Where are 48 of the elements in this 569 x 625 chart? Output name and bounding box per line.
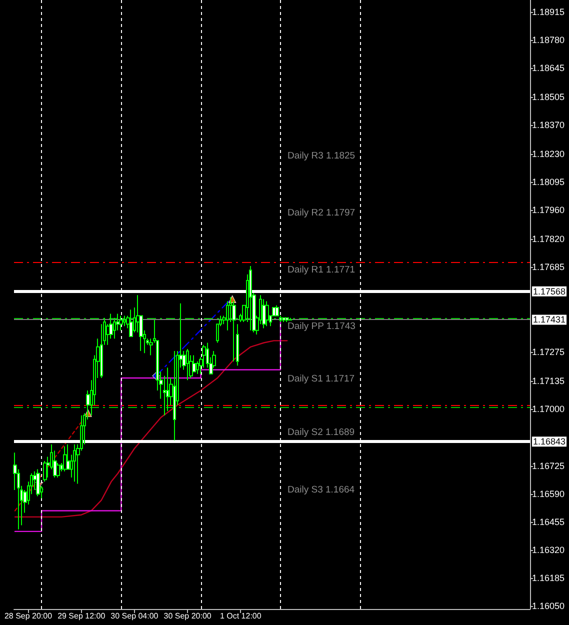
y-tick-label: 1.16050 [532, 601, 565, 612]
candlestick [166, 367, 169, 412]
candlestick [129, 309, 133, 338]
ref-line-label: 1.17568 [533, 286, 566, 296]
y-tick-label: 1.17275 [532, 347, 565, 358]
y-tick-label: 1.16320 [532, 545, 565, 556]
y-tick-label: 1.16185 [532, 573, 565, 584]
candlestick [73, 444, 76, 482]
candlestick [186, 348, 189, 381]
annotation: Daily S2 1.1689 [287, 427, 355, 438]
ref-line-label: 1.16843 [533, 436, 566, 447]
y-tick-label: 1.18095 [532, 177, 565, 188]
y-tick-label: 1.17960 [532, 205, 565, 216]
x-tick-label: 1 Oct 12:00 [220, 612, 262, 620]
annotation: Daily R3 1.1825 [287, 150, 356, 162]
y-tick-label: 1.17820 [532, 234, 565, 244]
candlestick [43, 460, 47, 482]
y-tick-label: 1.18370 [532, 120, 565, 130]
x-tick-label: 28 Sep 20:00 [4, 612, 53, 620]
y-tick-label: 1.18505 [532, 92, 565, 102]
y-tick-label: 1.18645 [532, 63, 565, 74]
y-tick-label: 1.18780 [532, 35, 565, 46]
candlestick [265, 300, 269, 327]
x-tick-label: 29 Sep 12:00 [58, 612, 106, 620]
y-tick-label: 1.17135 [532, 376, 565, 386]
annotation: Daily S1 1.1717 [287, 374, 355, 384]
annotation: Daily S3 1.1664 [287, 484, 355, 496]
y-tick-label: 1.16590 [532, 489, 565, 500]
candlestick [63, 446, 67, 472]
candlestick [236, 324, 239, 366]
y-tick-label: 1.16455 [532, 517, 565, 528]
annotation: Daily R2 1.1797 [287, 208, 356, 218]
annotation: Daily PP 1.1743 [287, 321, 356, 332]
candlestick [113, 317, 116, 340]
candlestick [285, 317, 289, 323]
candlestick [226, 300, 229, 331]
candlestick [119, 315, 123, 331]
candlestick [123, 315, 126, 327]
y-tick-label: 1.17000 [532, 404, 565, 414]
x-tick-label: 30 Sep 20:00 [164, 612, 212, 620]
annotation: Daily R1 1.1771 [287, 264, 356, 276]
ref-line-label: 1.17431 [533, 314, 566, 325]
y-tick-label: 1.16725 [532, 461, 565, 472]
candlestick [289, 317, 292, 320]
y-tick-label: 1.18915 [532, 7, 565, 18]
y-tick-label: 1.17685 [532, 262, 565, 272]
x-tick-label: 30 Sep 04:00 [110, 612, 159, 620]
y-tick-label: 1.18230 [532, 149, 565, 160]
